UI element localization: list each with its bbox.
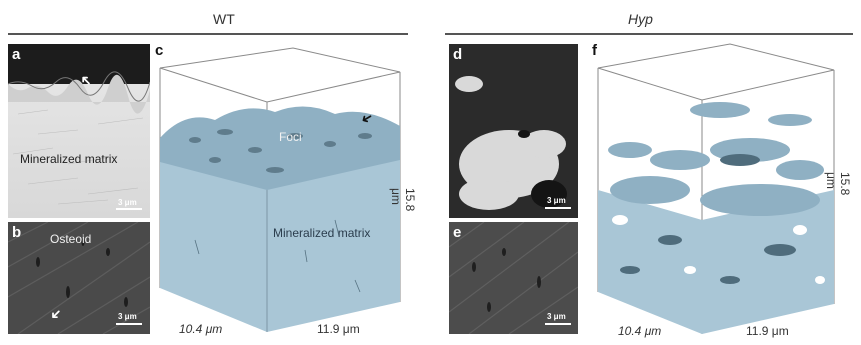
dimension-left: 10.4 μm [618,324,662,338]
group-rule-wt [8,33,408,35]
panel-d-image [449,44,578,218]
dimension-height: 15.8 μm [389,188,417,212]
mineralized-matrix-label: Mineralized matrix [273,226,371,240]
dimension-left: 10.4 μm [179,322,223,336]
panel-a-letter: a [12,46,21,63]
mineralized-matrix-label: Mineralized matrix [20,152,118,166]
osteoid-label: Osteoid [50,232,92,246]
panel-a-image [7,44,151,218]
panel-e: e 3 μm [448,221,579,335]
dimension-height: 15.8 μm [824,172,852,196]
scale-bar-label: 3 μm [118,198,137,207]
scale-bar-label: 3 μm [547,312,566,321]
dimension-right: 11.9 μm [317,322,360,336]
panel-f-render [597,43,835,334]
scale-bar-label: 3 μm [118,312,137,321]
dimension-right: 11.9 μm [746,324,789,338]
panel-c-letter: c [155,42,164,59]
foci-label: Foci [279,130,302,144]
panel-e-image [448,221,579,335]
panel-c-render [159,47,401,332]
panel-b-image [7,221,151,335]
panel-f: f 10.4 μm 11.9 μm 15.8 μm [590,40,856,340]
panel-b: b Osteoid ➜ 3 μm [7,221,151,335]
group-label-hyp: Hyp [628,11,653,27]
panel-f-letter: f [592,42,597,59]
panel-a: a ➜ Mineralized matrix 3 μm [7,44,151,218]
panel-e-letter: e [453,224,462,241]
panel-c: c ➜ Foci Mineralized matrix 10.4 μm 11.9… [155,40,445,340]
panel-d: d 3 μm [449,44,578,218]
group-label-wt: WT [213,11,235,27]
panel-d-letter: d [453,46,463,63]
group-rule-hyp [445,33,853,35]
scale-bar-label: 3 μm [547,196,566,205]
panel-b-letter: b [12,224,22,241]
